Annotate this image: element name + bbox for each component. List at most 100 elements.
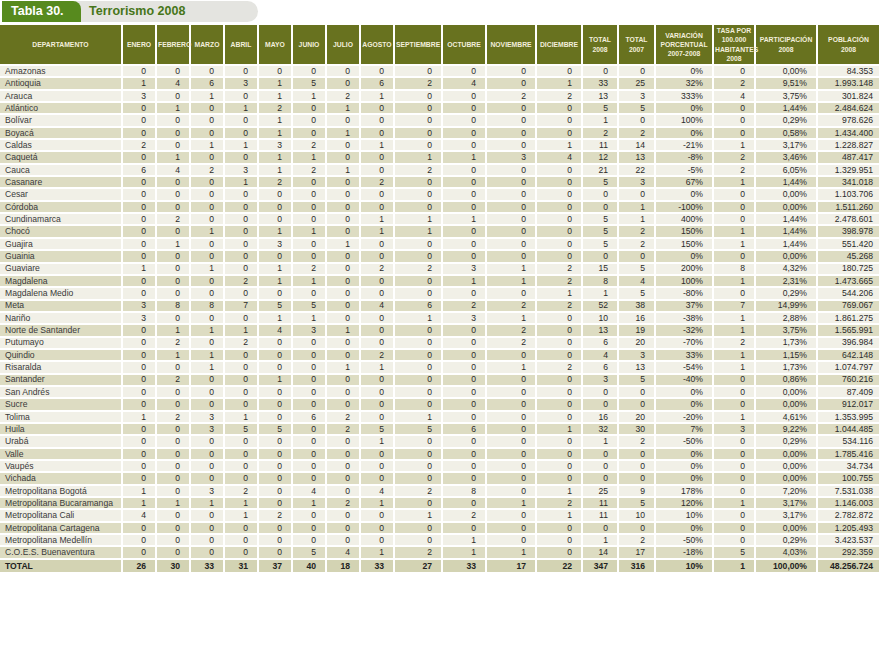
cell: 0 xyxy=(395,239,443,251)
cell: 0 xyxy=(361,152,395,164)
cell: 33 xyxy=(191,560,225,572)
cell: -50% xyxy=(656,436,714,448)
cell: 1 xyxy=(157,239,191,251)
column-header: OCTUBRE xyxy=(443,25,487,66)
cell: 2,31% xyxy=(756,276,818,288)
cell: 3 xyxy=(583,375,619,387)
cell: 0 xyxy=(191,214,225,226)
cell: 0 xyxy=(714,486,756,498)
cell: 1 xyxy=(487,362,537,374)
cell: 1 xyxy=(191,264,225,276)
cell: 0 xyxy=(293,523,327,535)
cell: 0 xyxy=(123,202,157,214)
department-name: Urabá xyxy=(0,436,123,448)
cell: 0 xyxy=(327,535,361,547)
cell: 0 xyxy=(327,140,361,152)
cell: 2 xyxy=(537,91,583,103)
cell: 0 xyxy=(361,128,395,140)
department-name: Sucre xyxy=(0,399,123,411)
cell: 0 xyxy=(157,436,191,448)
cell: 0 xyxy=(225,128,259,140)
cell: 0 xyxy=(157,387,191,399)
cell: 1 xyxy=(395,152,443,164)
cell: 0 xyxy=(487,412,537,424)
cell: 0 xyxy=(487,226,537,238)
cell: 0 xyxy=(443,288,487,300)
cell: 2 xyxy=(619,226,656,238)
cell: 1 xyxy=(443,214,487,226)
table-row: Antioquia146315062401332532%29,51%1.993.… xyxy=(0,78,879,90)
cell: 0 xyxy=(537,177,583,189)
cell: 0 xyxy=(395,461,443,473)
cell: 0 xyxy=(225,66,259,78)
cell: 1 xyxy=(714,560,756,572)
cell: 0 xyxy=(487,510,537,522)
cell: 0 xyxy=(327,214,361,226)
cell: 0 xyxy=(191,251,225,263)
department-name: Santander xyxy=(0,375,123,387)
cell: 0 xyxy=(395,523,443,535)
cell: 0 xyxy=(487,473,537,485)
department-name: Meta xyxy=(0,301,123,313)
cell: 0 xyxy=(487,436,537,448)
cell: 3 xyxy=(191,424,225,436)
cell: 0,29% xyxy=(756,288,818,300)
column-header: NOVIEMBRE xyxy=(487,25,537,66)
cell: 0 xyxy=(157,473,191,485)
cell: 0 xyxy=(443,91,487,103)
cell: 0% xyxy=(656,128,714,140)
table-row: Santander02001000000035-40%00,86%760.216 xyxy=(0,375,879,387)
cell: 0 xyxy=(123,189,157,201)
cell: 0 xyxy=(487,202,537,214)
cell: 0 xyxy=(619,189,656,201)
cell: 0 xyxy=(487,449,537,461)
table-row: Cauca6423121020002122-5%26,05%1.329.951 xyxy=(0,165,879,177)
cell: 2 xyxy=(619,535,656,547)
cell: 1 xyxy=(443,276,487,288)
cell: 2 xyxy=(395,486,443,498)
cell: 1 xyxy=(327,165,361,177)
cell: 0 xyxy=(443,498,487,510)
cell: 0 xyxy=(225,375,259,387)
table-header: DEPARTAMENTOENEROFEBREROMARZOABRILMAYOJU… xyxy=(0,25,879,66)
cell: 0 xyxy=(123,152,157,164)
cell: 0 xyxy=(293,424,327,436)
cell: 0 xyxy=(327,399,361,411)
cell: 2 xyxy=(714,338,756,350)
cell: 0 xyxy=(361,251,395,263)
cell: 0 xyxy=(259,461,293,473)
cell: 1 xyxy=(191,91,225,103)
cell: 0 xyxy=(191,387,225,399)
column-header: MAYO xyxy=(259,25,293,66)
cell: 4 xyxy=(293,486,327,498)
cell: 0 xyxy=(191,547,225,559)
cell: 2 xyxy=(395,264,443,276)
cell: 0 xyxy=(327,486,361,498)
cell: 0 xyxy=(487,251,537,263)
cell: 20 xyxy=(619,412,656,424)
cell: 5 xyxy=(619,264,656,276)
cell: 0 xyxy=(123,177,157,189)
cell: 1 xyxy=(583,288,619,300)
cell: 1 xyxy=(537,140,583,152)
cell: 3 xyxy=(619,91,656,103)
table-row: Magdalena00021100011284100%12,31%1.473.6… xyxy=(0,276,879,288)
cell: 0 xyxy=(293,510,327,522)
cell: 0 xyxy=(714,128,756,140)
cell: 0 xyxy=(395,338,443,350)
cell: 4 xyxy=(361,486,395,498)
report-page: Tabla 30. Terrorismo 2008 DEPARTAMENTOEN… xyxy=(0,0,879,651)
cell: 0 xyxy=(537,128,583,140)
department-name: Metropolitana Bucaramanga xyxy=(0,498,123,510)
cell: 0 xyxy=(191,523,225,535)
cell: 27 xyxy=(395,560,443,572)
cell: 0 xyxy=(443,375,487,387)
cell: 0 xyxy=(225,115,259,127)
cell: 0 xyxy=(191,239,225,251)
cell: 3 xyxy=(487,152,537,164)
cell: 0 xyxy=(443,387,487,399)
cell: 1.565.991 xyxy=(818,325,879,337)
department-name: Antioquia xyxy=(0,78,123,90)
cell: 5 xyxy=(583,177,619,189)
cell: 1 xyxy=(157,103,191,115)
